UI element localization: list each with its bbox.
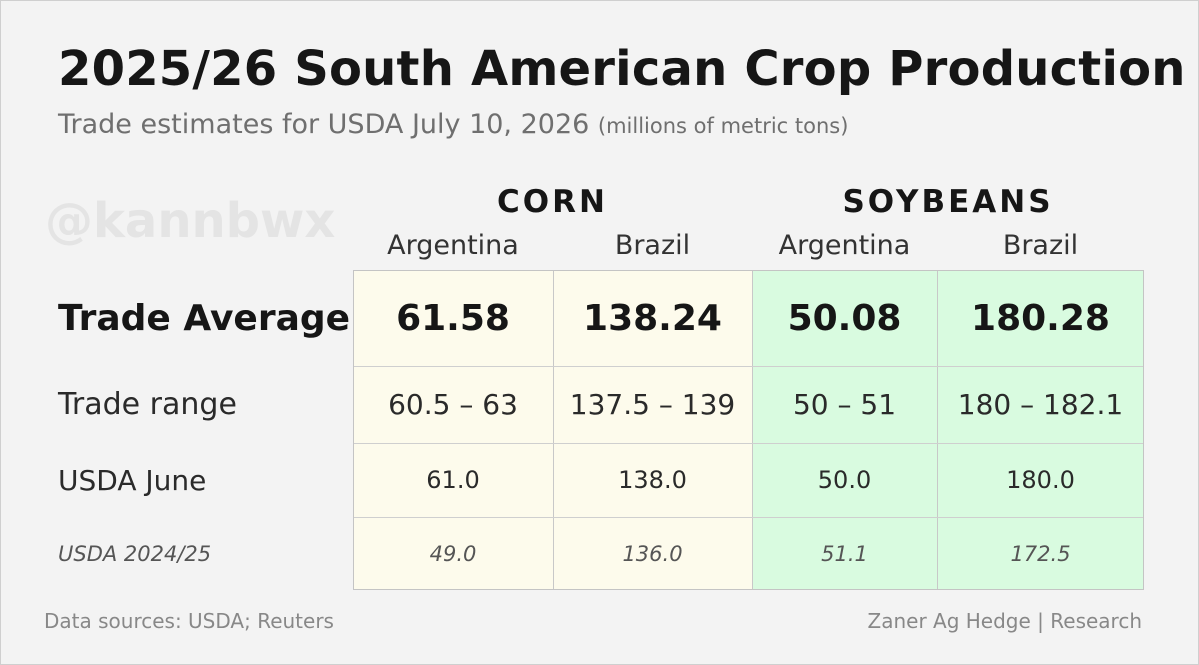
watermark: @kannbwx [45, 193, 336, 249]
subtitle-text: Trade estimates for USDA July 10, 2026 [58, 109, 590, 140]
cell-usda-june-corn-argentina: 61.0 [353, 443, 553, 517]
cell-trade-average-corn-argentina: 61.58 [353, 270, 553, 366]
cell-trade-range-soybeans-brazil: 180 – 182.1 [937, 366, 1144, 443]
cell-trade-range-corn-argentina: 60.5 – 63 [353, 366, 553, 443]
data-table: 61.58 138.24 50.08 180.28 60.5 – 63 137.… [353, 270, 1144, 590]
cell-trade-range-corn-brazil: 137.5 – 139 [553, 366, 752, 443]
cell-usda-2024-25-soybeans-argentina: 51.1 [752, 517, 937, 590]
grid-line [353, 443, 1144, 444]
grid-line [353, 517, 1144, 518]
column-header-corn-brazil: Brazil [614, 230, 691, 261]
grid-line [752, 270, 753, 590]
row-label-usda-2024-25: USDA 2024/25 [58, 541, 212, 566]
column-header-soybeans-brazil: Brazil [1002, 230, 1079, 261]
cell-usda-2024-25-corn-brazil: 136.0 [553, 517, 752, 590]
row-label-trade-range: Trade range [58, 387, 237, 422]
cell-usda-2024-25-corn-argentina: 49.0 [353, 517, 553, 590]
cell-usda-june-corn-brazil: 138.0 [553, 443, 752, 517]
cell-trade-range-soybeans-argentina: 50 – 51 [752, 366, 937, 443]
row-label-trade-average: Trade Average [58, 297, 351, 339]
grid-line [553, 270, 554, 590]
subtitle-units-note: (millions of metric tons) [597, 114, 849, 138]
group-header-soybeans: SOYBEANS [842, 184, 1054, 220]
grid-line [937, 270, 938, 590]
cell-trade-average-soybeans-brazil: 180.28 [937, 270, 1144, 366]
cell-usda-june-soybeans-brazil: 180.0 [937, 443, 1144, 517]
column-header-corn-argentina: Argentina [387, 230, 519, 261]
cell-usda-june-soybeans-argentina: 50.0 [752, 443, 937, 517]
credit-note: Zaner Ag Hedge | Research [867, 609, 1142, 633]
cell-trade-average-corn-brazil: 138.24 [553, 270, 752, 366]
data-source-note: Data sources: USDA; Reuters [44, 609, 334, 633]
chart-subtitle: Trade estimates for USDA July 10, 2026 (… [58, 109, 848, 140]
column-header-soybeans-argentina: Argentina [778, 230, 911, 261]
group-header-corn: CORN [497, 184, 608, 220]
row-label-usda-june: USDA June [58, 463, 207, 497]
chart-title: 2025/26 South American Crop Production [58, 41, 1186, 97]
cell-trade-average-soybeans-argentina: 50.08 [752, 270, 937, 366]
cell-usda-2024-25-soybeans-brazil: 172.5 [937, 517, 1144, 590]
grid-line [353, 366, 1144, 367]
